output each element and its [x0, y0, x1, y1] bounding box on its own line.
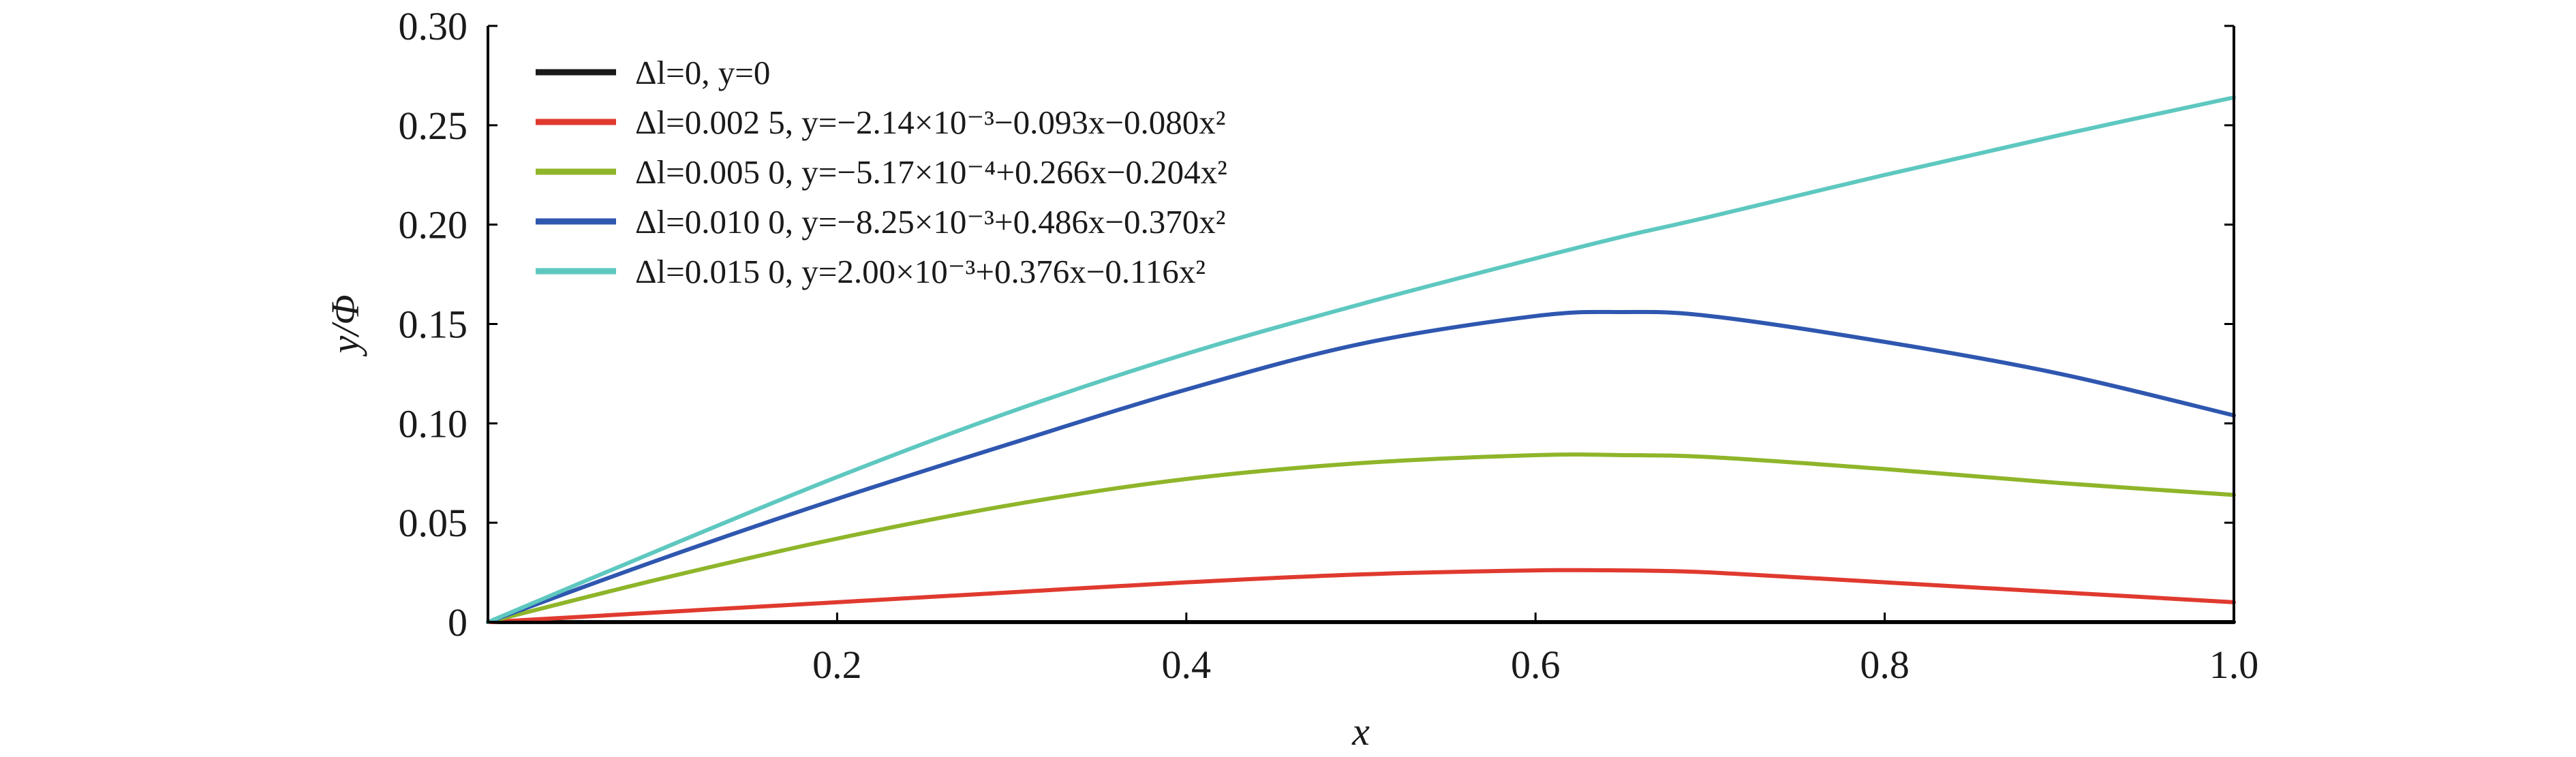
series-line-3 — [486, 309, 2236, 624]
legend-label-3: Δl=0.010 0, y=−8.25×10⁻³+0.486x−0.370x² — [635, 203, 1225, 241]
x-axis-label: x — [1351, 709, 1370, 754]
x-tick-label-0: 0.2 — [812, 643, 862, 687]
y-tick-label-2: 0.10 — [399, 401, 468, 446]
y-tick-label-6: 0.30 — [399, 4, 468, 48]
y-tick-label-1: 0.05 — [399, 501, 468, 545]
legend-label-4: Δl=0.015 0, y=2.00×10⁻³+0.376x−0.116x² — [635, 253, 1206, 290]
y-tick-label-5: 0.25 — [399, 104, 468, 148]
y-tick-label-0: 0 — [448, 600, 467, 645]
series-line-2 — [486, 452, 2236, 624]
legend-label-0: Δl=0, y=0 — [635, 54, 770, 91]
y-tick-label-4: 0.20 — [399, 203, 468, 247]
x-tick-label-1: 0.4 — [1162, 643, 1212, 687]
series-line-4 — [486, 95, 2236, 624]
axes-layer: 0 0.05 0.10 0.15 0.20 0.25 0.30 0.2 0.4 0.6 0.8 1.0… — [323, 4, 2258, 754]
y-axis-label: y/Φ — [323, 294, 367, 356]
x-tick-label-2: 0.6 — [1511, 643, 1561, 687]
y-tick-label-3: 0.15 — [399, 303, 468, 347]
legend: Δl=0, y=0 Δl=0.002 5, y=−2.14×10⁻³−0.093x… — [536, 54, 1227, 290]
legend-label-1: Δl=0.002 5, y=−2.14×10⁻³−0.093x−0.080x² — [635, 104, 1225, 141]
x-tick-label-4: 1.0 — [2209, 643, 2259, 687]
x-tick-label-3: 0.8 — [1860, 643, 1910, 687]
legend-label-2: Δl=0.005 0, y=−5.17×10⁻⁴+0.266x−0.204x² — [635, 153, 1227, 191]
series-line-1 — [486, 568, 2236, 624]
